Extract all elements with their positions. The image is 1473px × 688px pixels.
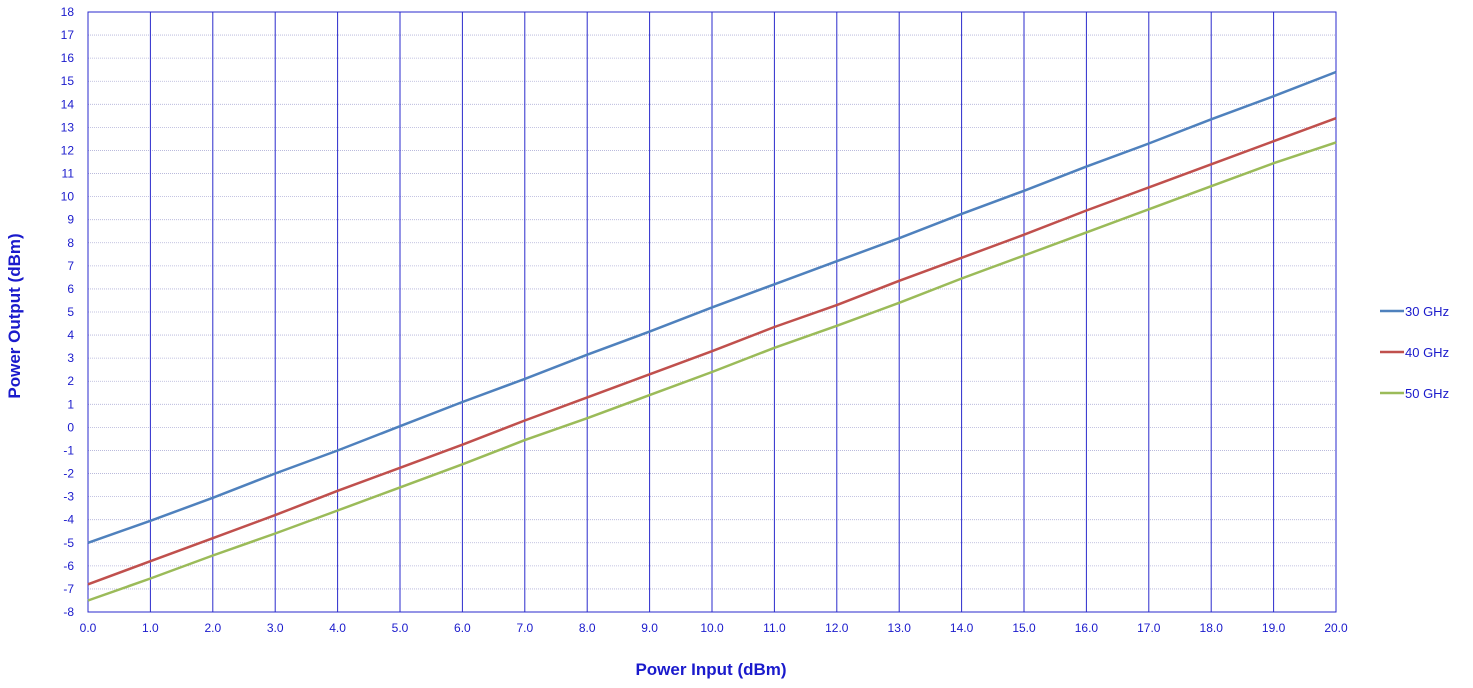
x-tick-label: 4.0	[329, 621, 346, 635]
y-tick-label: 16	[61, 51, 75, 65]
y-tick-label: 7	[67, 259, 74, 273]
x-tick-label: 15.0	[1012, 621, 1036, 635]
series-line-40-ghz	[87, 117, 1337, 586]
x-tick-label: 16.0	[1075, 621, 1099, 635]
x-tick-label: 20.0	[1324, 621, 1348, 635]
x-tick-label: 10.0	[700, 621, 724, 635]
x-tick-label: 13.0	[888, 621, 912, 635]
y-tick-label: 0	[67, 420, 74, 434]
y-tick-label: -6	[63, 559, 74, 573]
y-tick-label: -8	[63, 605, 74, 619]
y-tick-label: 5	[67, 305, 74, 319]
y-tick-label: 11	[62, 167, 75, 181]
x-tick-label: 1.0	[142, 621, 159, 635]
x-tick-label: 5.0	[392, 621, 409, 635]
y-tick-label: 10	[61, 190, 75, 204]
x-tick-label: 3.0	[267, 621, 284, 635]
y-tick-label: 12	[61, 143, 75, 157]
y-tick-labels: 1817161514131211109876543210-1-2-3-4-5-6…	[61, 5, 75, 619]
y-tick-label: 14	[61, 97, 75, 111]
y-tick-label: 3	[67, 351, 74, 365]
series-lines	[87, 70, 1337, 602]
x-tick-label: 18.0	[1200, 621, 1224, 635]
y-axis-title: Power Output (dBm)	[5, 233, 24, 398]
x-tick-labels: 0.0 1.0 2.0 3.0 4.0 5.0 6.0 7.0 8.0 9.0 10.0 11.0 12…	[80, 621, 1348, 635]
plot-frame	[87, 11, 1337, 613]
y-tick-label: 8	[67, 236, 74, 250]
x-tick-label: 9.0	[641, 621, 658, 635]
series-line-30-ghz	[87, 70, 1337, 544]
x-tick-label: 17.0	[1137, 621, 1161, 635]
y-tick-label: -1	[63, 443, 74, 457]
series-line-50-ghz	[87, 141, 1337, 602]
y-tick-label: -3	[63, 490, 74, 504]
x-tick-label: 6.0	[454, 621, 471, 635]
y-tick-label: 15	[61, 74, 75, 88]
x-tick-label: 11.0	[763, 621, 786, 635]
y-tick-label: 1	[67, 397, 74, 411]
legend: 30 GHz 40 GHz 50 GHz	[1380, 304, 1449, 401]
y-tick-label: 9	[67, 213, 74, 227]
x-tick-label: 2.0	[204, 621, 221, 635]
y-tick-label: 2	[67, 374, 74, 388]
y-tick-label: 6	[67, 282, 74, 296]
legend-label: 40 GHz	[1405, 345, 1449, 360]
grid	[87, 11, 1337, 613]
x-tick-label: 0.0	[80, 621, 97, 635]
y-tick-label: -5	[63, 536, 74, 550]
legend-label: 50 GHz	[1405, 386, 1449, 401]
x-tick-label: 19.0	[1262, 621, 1286, 635]
y-tick-label: -7	[63, 582, 74, 596]
y-tick-label: -4	[63, 513, 74, 527]
x-tick-label: 7.0	[516, 621, 533, 635]
x-tick-label: 12.0	[825, 621, 849, 635]
x-tick-label: 8.0	[579, 621, 596, 635]
x-tick-label: 14.0	[950, 621, 974, 635]
legend-label: 30 GHz	[1405, 304, 1449, 319]
y-tick-label: 18	[61, 5, 75, 19]
y-tick-label: 13	[61, 120, 75, 134]
y-tick-label: 17	[61, 28, 75, 42]
y-tick-label: -2	[63, 467, 74, 481]
x-axis-title: Power Input (dBm)	[635, 660, 786, 679]
y-tick-label: 4	[67, 328, 74, 342]
